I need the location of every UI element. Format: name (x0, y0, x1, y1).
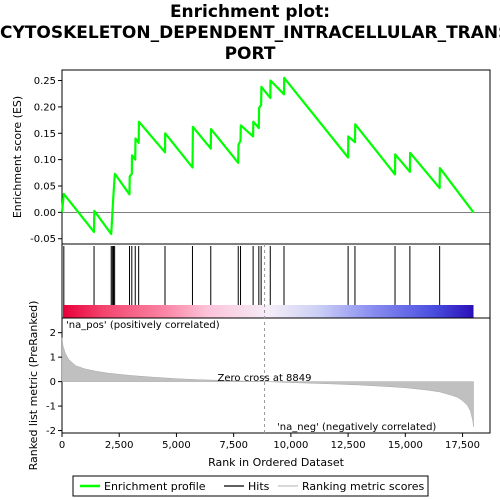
metric-ytick-label: 2 (50, 328, 56, 339)
title-line-3: PORT (224, 44, 276, 64)
rank-color-bar (63, 305, 474, 318)
pos-correlated-label: 'na_pos' (positively correlated) (66, 320, 220, 331)
es-ytick-label: 0.15 (34, 129, 56, 140)
x-tick-label: 12,500 (331, 440, 366, 451)
legend-label: Enrichment profile (104, 480, 206, 493)
metric-ytick-label: 0 (50, 377, 56, 388)
title-line-1: Enrichment plot: (169, 2, 331, 22)
legend-label: Hits (248, 480, 270, 493)
es-ytick-label: 0.05 (34, 182, 56, 193)
chart-title: Enrichment plot: CYTOSKELETON_DEPENDENT_… (0, 2, 500, 65)
ranking-metric-area (61, 337, 474, 427)
title-line-2: CYTOSKELETON_DEPENDENT_INTRACELLULAR_TRA… (0, 23, 500, 43)
x-tick-label: 2,500 (105, 440, 134, 451)
x-tick-label: 5,000 (162, 440, 191, 451)
es-ylabel: Enrichment score (ES) (11, 96, 24, 218)
hits-panel (61, 243, 491, 319)
es-panel: -0.05 0.00 0.05 0.10 0.15 0.20 0.25 Enrichment … (11, 69, 491, 245)
x-tick-label: 0 (59, 440, 65, 451)
es-ytick-label: -0.05 (30, 234, 56, 245)
es-ytick-label: 0.20 (34, 102, 56, 113)
metric-ytick-label: -1 (46, 402, 56, 413)
legend-box (72, 475, 429, 497)
x-axis-label: Rank in Ordered Dataset (208, 456, 345, 469)
x-axis: 0 2,500 5,000 7,500 10,000 12,500 15,000 17,500… (59, 433, 480, 469)
x-tick-label: 17,500 (445, 440, 480, 451)
es-ytick-label: 0.25 (34, 76, 56, 87)
zero-cross-label: Zero cross at 8849 (218, 373, 312, 384)
metric-panel: -2 -1 0 1 2 Zero cross at 8849 'na_pos' (posit… (27, 244, 491, 471)
x-tick-label: 15,000 (388, 440, 423, 451)
legend-label: Ranking metric scores (302, 480, 424, 493)
legend: Enrichment profile Hits Ranking metric sco… (72, 475, 429, 497)
es-ytick-label: 0.10 (34, 155, 56, 166)
es-ytick-label: 0.00 (34, 208, 56, 219)
es-panel-frame (61, 69, 491, 245)
metric-ylabel: Ranked list metric (PreRanked) (27, 301, 40, 471)
metric-ytick-label: -2 (46, 426, 56, 437)
x-tick-label: 7,500 (219, 440, 248, 451)
metric-ytick-label: 1 (50, 353, 56, 364)
x-tick-label: 10,000 (273, 440, 308, 451)
neg-correlated-label: 'na_neg' (negatively correlated) (277, 422, 436, 433)
enrichment-profile-line (60, 76, 475, 236)
